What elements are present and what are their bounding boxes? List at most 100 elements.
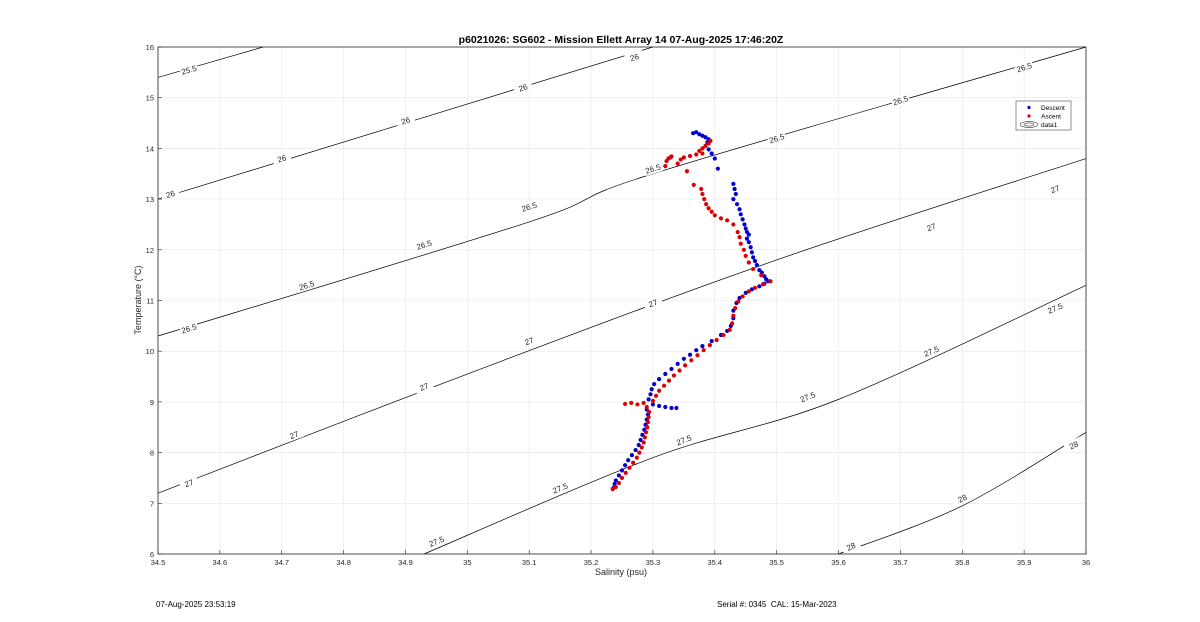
contour-label-text: 26 (629, 52, 641, 63)
data-point (634, 455, 639, 460)
data-point (709, 151, 714, 156)
contour-label-bg (797, 388, 818, 405)
x-tick-label: 35.1 (522, 558, 537, 567)
data-point (623, 470, 628, 475)
data-point (653, 393, 659, 398)
data-point (646, 415, 651, 420)
data-point (649, 387, 654, 392)
y-tick-label: 14 (146, 144, 154, 153)
contour-label-bg (642, 295, 664, 311)
axes: 34.5 34.6 34.7 34.8 34.9 35 35.1 35.2 35.3 35.4 35… (146, 43, 1091, 567)
data-point (675, 361, 680, 366)
contour-label-bg (642, 161, 664, 177)
data-point (645, 425, 650, 430)
data-point (712, 156, 717, 161)
footer-serial-cal: Serial #: 0345 CAL: 15-Mar-2023 (717, 600, 837, 609)
data-point (709, 338, 714, 344)
data-point (746, 260, 751, 265)
contour-label-bg (512, 80, 534, 95)
data-point (646, 397, 651, 402)
contour-label: 27 (519, 333, 540, 349)
data-point (725, 218, 730, 223)
contour-label-text: 27 (418, 381, 430, 393)
contour-label-bg (283, 427, 305, 443)
data-point (635, 402, 640, 407)
grid-lines (157, 46, 1087, 555)
data-point (736, 299, 741, 304)
data-point (699, 186, 704, 192)
data-point (663, 371, 668, 377)
data-point (629, 400, 634, 406)
legend-contour-icon-inner (1023, 122, 1035, 127)
contour-label-bg (178, 320, 200, 336)
contour-label-bg (296, 277, 317, 293)
data-point (613, 484, 618, 490)
data-point (748, 245, 753, 250)
y-tick-label: 11 (146, 297, 154, 306)
x-tick-label: 34.6 (213, 558, 228, 567)
contour-label-bg (921, 219, 942, 235)
data-point (751, 266, 756, 272)
x-tick-label: 35.9 (1017, 558, 1032, 567)
contour-label: 28 (951, 489, 973, 507)
contour-label-bg (624, 49, 645, 65)
contour-label: 26.5 (519, 199, 540, 215)
contour-label: 27 (1044, 181, 1066, 197)
contour-label-bg (160, 186, 181, 202)
contour-line (423, 284, 1087, 555)
y-axis-label: Temperature (°C) (133, 265, 143, 334)
contour-label-text: 26.5 (180, 322, 198, 335)
data-point (619, 468, 625, 473)
series-descent (611, 130, 771, 491)
contour-label: 26.5 (1014, 59, 1035, 75)
data-point (674, 405, 679, 411)
x-tick-label: 35 (463, 558, 471, 567)
data-point (752, 258, 758, 264)
contour-label-bg (1044, 181, 1066, 197)
footer-timestamp: 07-Aug-2025 23:53:19 (156, 600, 236, 609)
data-point (707, 343, 712, 348)
contour-label: 26.5 (766, 130, 787, 146)
data-point (616, 473, 622, 478)
contour-label: 26 (512, 80, 534, 95)
contour-label-bg (673, 431, 695, 448)
data-point (675, 161, 680, 166)
contour-label-text: 26.5 (768, 132, 786, 145)
data-point (754, 262, 759, 268)
density-contours: 25.5 26 26 26 26 26 26.5 26.5 26.5 26.5 26.5 26.5 26… (157, 46, 1087, 555)
data-point (746, 289, 751, 294)
data-point (733, 191, 738, 197)
contour-label: 26.5 (296, 277, 317, 293)
data-point (731, 313, 736, 318)
data-point (647, 409, 652, 415)
data-point (704, 202, 709, 207)
contour-label: 27 (642, 295, 664, 311)
data-point (751, 255, 756, 260)
contour-label-text: 28 (845, 541, 857, 553)
data-point (734, 202, 740, 207)
data-point (678, 157, 683, 162)
legend-label: Ascent (1041, 114, 1061, 121)
x-tick-label: 35.5 (769, 558, 784, 567)
x-tick-label: 34.8 (336, 558, 351, 567)
data-point (644, 430, 649, 435)
contour-label-text: 25.5 (180, 64, 198, 77)
data-point (743, 253, 748, 258)
contour-label-text: 27 (289, 429, 301, 441)
legend-contour-icon (1019, 121, 1039, 128)
data-point (694, 152, 699, 157)
data-point (613, 478, 618, 483)
contour-label-bg (1063, 436, 1084, 454)
contour-label-bg (395, 113, 416, 128)
legend-label: Descent (1041, 105, 1065, 112)
data-point (694, 348, 699, 353)
legend-box (1015, 100, 1072, 131)
data-point (641, 440, 646, 445)
y-tick-label: 15 (146, 94, 154, 103)
data-point (706, 206, 711, 211)
data-series (610, 130, 773, 492)
data-point (652, 382, 657, 387)
data-point (666, 378, 672, 383)
data-point (731, 197, 736, 202)
